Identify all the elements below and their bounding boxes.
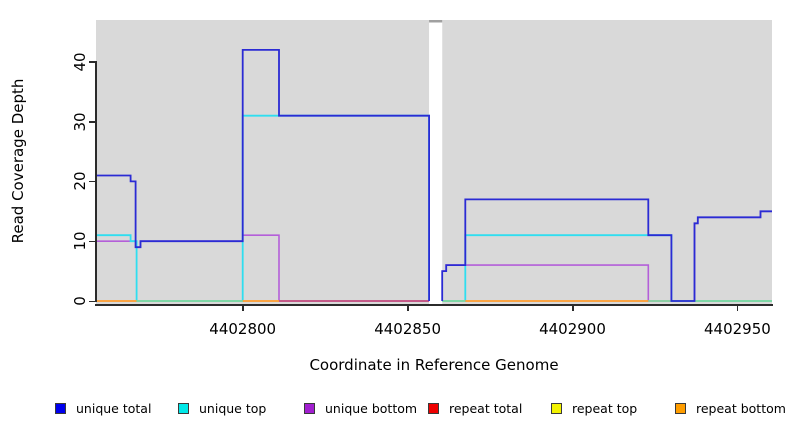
legend-swatch-repeat-top [551,402,562,414]
x-axis-line [95,304,773,306]
y-tick [89,240,95,243]
legend-item: unique bottom [304,398,417,418]
legend-swatch-unique-bottom [304,402,315,414]
y-tick-label: 20 [71,171,89,191]
y-tick-label: 30 [71,112,89,132]
x-tick [736,305,739,311]
y-axis-line [95,61,97,302]
legend-item: repeat total [428,398,522,418]
legend: unique total unique top unique bottom re… [0,398,792,422]
plot-area [96,20,772,304]
x-tick [242,305,244,311]
x-tick [407,305,409,311]
x-tick-label: 4402850 [374,320,441,338]
x-tick [572,305,574,311]
legend-label: repeat top [572,400,638,416]
y-tick [89,61,95,63]
y-tick [89,121,95,123]
legend-label: repeat bottom [696,400,786,416]
legend-swatch-repeat-total [428,402,439,414]
y-tick [89,180,95,183]
legend-label: unique total [76,400,152,416]
legend-swatch-unique-top [178,402,189,414]
y-axis-title: Read Coverage Depth [9,78,27,244]
legend-item: unique total [55,398,151,418]
x-axis-title: Coordinate in Reference Genome [309,356,559,374]
legend-item: repeat top [551,398,637,418]
legend-label: unique top [199,400,267,416]
x-tick-label: 4402900 [539,320,606,338]
y-tick-label: 10 [71,231,89,251]
legend-swatch-unique-total [55,402,66,414]
y-tick-label: 0 [71,296,89,306]
legend-label: repeat total [449,400,523,416]
legend-item: repeat bottom [675,398,786,418]
y-tick-label: 40 [71,52,89,72]
y-tick [89,300,95,302]
legend-swatch-repeat-bottom [675,402,686,414]
x-tick-label: 4402950 [703,320,771,338]
legend-label: unique bottom [325,400,418,416]
coverage-step-chart [96,20,772,304]
legend-item: unique top [178,398,266,418]
x-tick-label: 4402800 [209,320,277,338]
